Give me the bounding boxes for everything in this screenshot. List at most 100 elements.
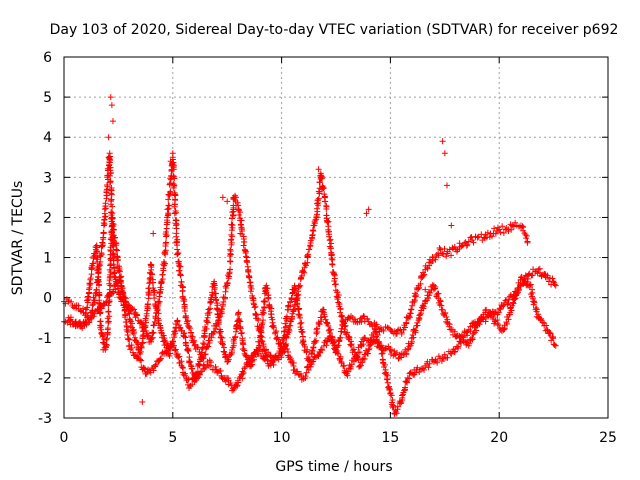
data-point	[118, 273, 125, 280]
data-point	[403, 320, 410, 327]
data-point	[218, 334, 225, 341]
data-point	[334, 296, 341, 303]
data-point	[118, 282, 125, 289]
data-point	[211, 284, 218, 291]
data-point	[108, 229, 115, 236]
data-point	[145, 332, 152, 339]
data-point	[176, 353, 183, 360]
data-point	[221, 349, 228, 356]
data-point	[149, 330, 156, 337]
data-point	[119, 288, 126, 295]
x-tick-label: 0	[60, 430, 69, 446]
data-point	[160, 332, 167, 339]
data-point	[94, 248, 101, 255]
data-point	[512, 295, 519, 302]
data-point	[448, 252, 455, 259]
data-point	[139, 398, 146, 405]
data-point	[443, 182, 450, 189]
data-point	[313, 213, 320, 220]
data-point	[142, 324, 149, 331]
data-point	[505, 296, 512, 303]
data-point	[547, 330, 554, 337]
data-point	[403, 378, 410, 385]
data-point	[267, 310, 274, 317]
data-point	[100, 346, 107, 353]
data-point	[443, 253, 450, 260]
data-point	[470, 330, 477, 337]
data-point	[312, 217, 319, 224]
data-point	[398, 354, 405, 361]
data-point	[348, 341, 355, 348]
data-point	[103, 335, 110, 342]
data-point	[179, 293, 186, 300]
data-point	[251, 304, 258, 311]
data-point	[260, 310, 267, 317]
data-point	[217, 367, 224, 374]
data-point	[119, 296, 126, 303]
data-point	[222, 378, 229, 385]
data-point	[466, 340, 473, 347]
data-point	[242, 248, 249, 255]
data-point	[543, 322, 550, 329]
data-point	[187, 325, 194, 332]
data-point	[200, 340, 207, 347]
data-point	[198, 368, 205, 375]
data-point	[222, 288, 229, 295]
data-point	[218, 306, 225, 313]
data-point	[314, 197, 321, 204]
data-point	[327, 326, 334, 333]
data-point	[130, 329, 137, 336]
data-point	[305, 246, 312, 253]
data-point	[380, 327, 387, 334]
data-point	[219, 341, 226, 348]
data-point	[464, 241, 471, 248]
data-point	[227, 258, 234, 265]
data-point	[164, 206, 171, 213]
data-point	[109, 226, 116, 233]
data-point	[166, 202, 173, 209]
data-point	[494, 320, 501, 327]
data-point	[474, 234, 481, 241]
data-point	[227, 246, 234, 253]
data-point	[347, 315, 354, 322]
data-point	[211, 328, 218, 335]
data-point	[212, 363, 219, 370]
data-point	[463, 329, 470, 336]
data-point	[252, 303, 259, 310]
data-point	[412, 327, 419, 334]
data-point	[435, 252, 442, 259]
data-point	[297, 282, 304, 289]
data-point	[421, 271, 428, 278]
data-point	[195, 361, 202, 368]
data-point	[476, 321, 483, 328]
data-point	[535, 266, 542, 273]
data-point	[331, 271, 338, 278]
data-point	[167, 158, 174, 165]
data-point	[441, 245, 448, 252]
data-point	[451, 349, 458, 356]
data-point	[326, 237, 333, 244]
data-point	[79, 323, 86, 330]
data-point	[371, 337, 378, 344]
y-tick-label: 6	[43, 50, 52, 66]
data-point	[68, 298, 75, 305]
data-point	[378, 350, 385, 357]
data-point	[522, 231, 529, 238]
data-point	[405, 345, 412, 352]
data-point	[235, 309, 242, 316]
data-point	[171, 334, 178, 341]
data-point	[116, 268, 123, 275]
data-point	[173, 209, 180, 216]
data-point	[322, 198, 329, 205]
data-point	[176, 267, 183, 274]
data-point	[286, 327, 293, 334]
data-point	[156, 290, 163, 297]
data-point	[137, 357, 144, 364]
data-point	[175, 260, 182, 267]
data-point	[302, 373, 309, 380]
data-point	[166, 344, 173, 351]
data-point	[134, 312, 141, 319]
data-point	[451, 243, 458, 250]
data-point	[531, 299, 538, 306]
data-point	[385, 343, 392, 350]
